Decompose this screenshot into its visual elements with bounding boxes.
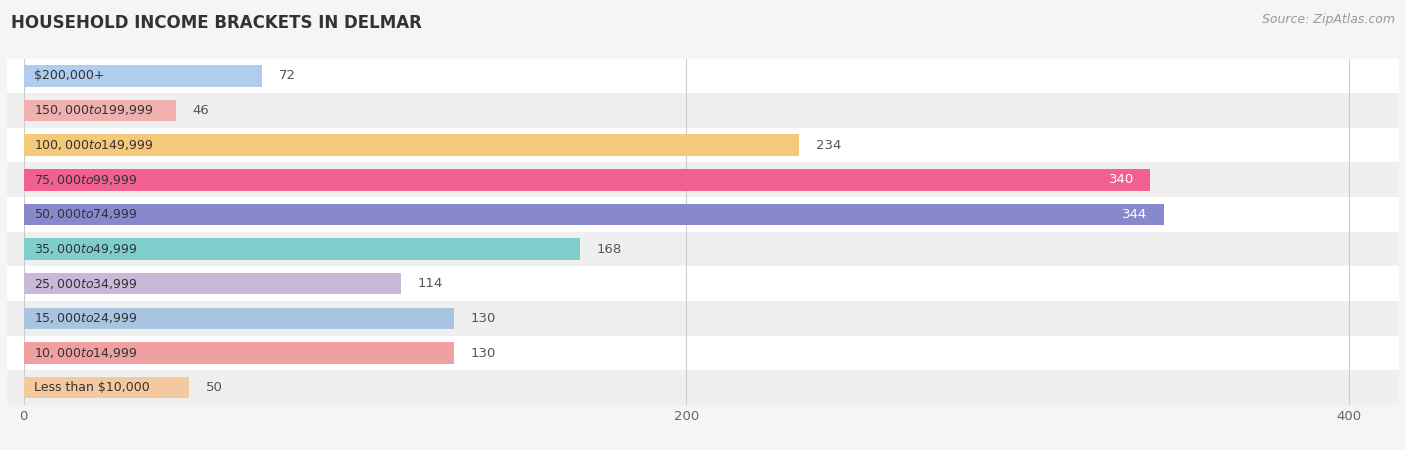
Text: 50: 50 — [205, 381, 222, 394]
Bar — [7, 266, 1399, 301]
Bar — [24, 204, 1164, 225]
Text: 344: 344 — [1122, 208, 1147, 221]
Bar — [7, 232, 1399, 266]
Bar — [24, 100, 176, 121]
Text: 168: 168 — [598, 243, 623, 256]
Bar — [24, 308, 454, 329]
Text: Source: ZipAtlas.com: Source: ZipAtlas.com — [1261, 14, 1395, 27]
Bar — [24, 238, 581, 260]
Bar — [24, 377, 190, 398]
Text: 130: 130 — [471, 346, 496, 360]
Text: 340: 340 — [1108, 173, 1133, 186]
Bar — [24, 65, 263, 86]
Text: $50,000 to $74,999: $50,000 to $74,999 — [34, 207, 136, 221]
Bar — [24, 135, 799, 156]
Text: 72: 72 — [278, 69, 295, 82]
Text: $25,000 to $34,999: $25,000 to $34,999 — [34, 277, 136, 291]
Text: $200,000+: $200,000+ — [34, 69, 104, 82]
Text: $75,000 to $99,999: $75,000 to $99,999 — [34, 173, 136, 187]
Text: 46: 46 — [193, 104, 209, 117]
Bar — [7, 197, 1399, 232]
Bar — [7, 301, 1399, 336]
Bar — [7, 370, 1399, 405]
Bar — [24, 169, 1150, 190]
Bar — [7, 128, 1399, 162]
Bar — [24, 342, 454, 364]
Bar — [7, 93, 1399, 128]
Text: Less than $10,000: Less than $10,000 — [34, 381, 149, 394]
Text: 114: 114 — [418, 277, 443, 290]
Bar — [7, 162, 1399, 197]
Text: $150,000 to $199,999: $150,000 to $199,999 — [34, 104, 153, 117]
Text: 234: 234 — [815, 139, 841, 152]
Text: $15,000 to $24,999: $15,000 to $24,999 — [34, 311, 136, 325]
Bar — [7, 58, 1399, 93]
Text: $100,000 to $149,999: $100,000 to $149,999 — [34, 138, 153, 152]
Text: 130: 130 — [471, 312, 496, 325]
Text: $10,000 to $14,999: $10,000 to $14,999 — [34, 346, 136, 360]
Bar — [7, 336, 1399, 370]
Text: $35,000 to $49,999: $35,000 to $49,999 — [34, 242, 136, 256]
Bar — [24, 273, 402, 294]
Text: HOUSEHOLD INCOME BRACKETS IN DELMAR: HOUSEHOLD INCOME BRACKETS IN DELMAR — [11, 14, 422, 32]
